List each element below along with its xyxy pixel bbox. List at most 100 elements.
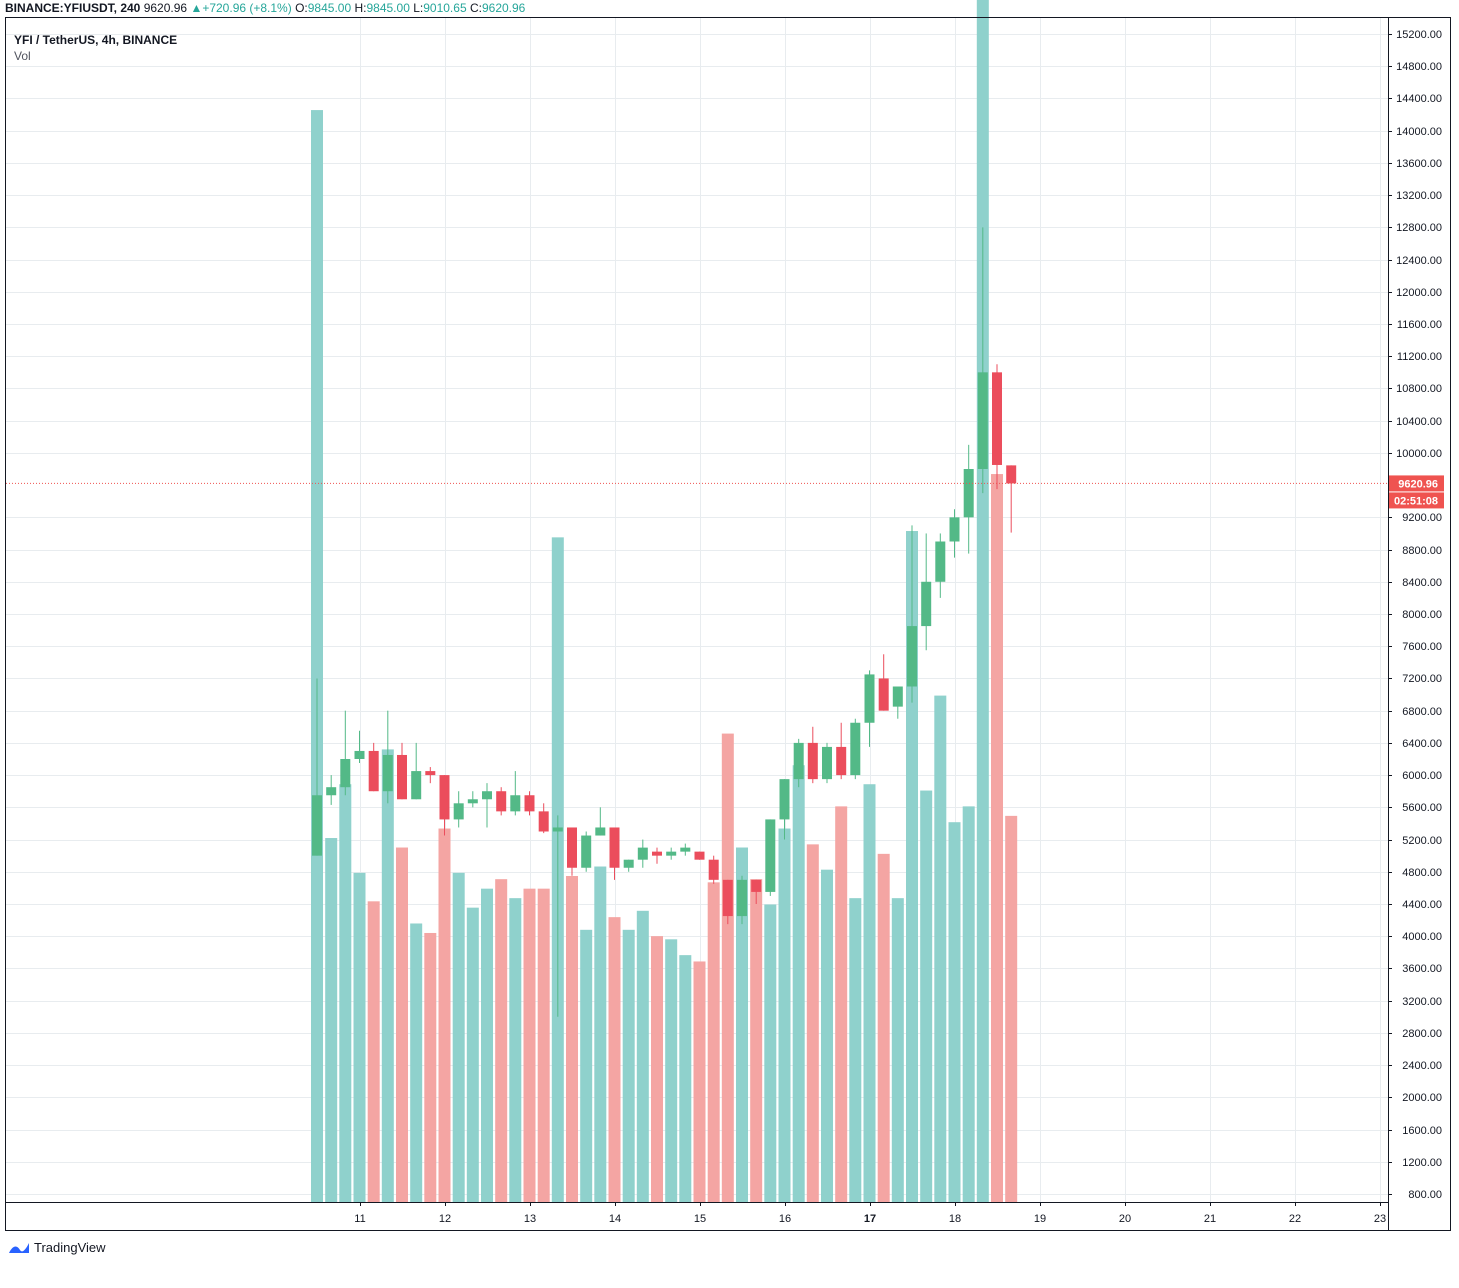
- candle-body: [510, 795, 521, 812]
- price-tick-label: 12000.00: [1396, 287, 1442, 299]
- volume-bar: [566, 876, 578, 1202]
- candle-body: [581, 835, 592, 868]
- candle-body: [411, 771, 422, 800]
- candle-body: [751, 879, 762, 892]
- price-tick-label: 4800.00: [1402, 867, 1442, 879]
- volume-bar: [835, 806, 848, 1202]
- price-axis[interactable]: 800.00 1200.00 1600.00 2000.00 2400.00 2800.0…: [1388, 29, 1442, 1201]
- time-axis[interactable]: 11 12 13 14 15 16 17 18 19 20 21 22 23: [354, 1202, 1386, 1225]
- volume-bar: [991, 474, 1003, 1202]
- price-tick-label: 11200.00: [1397, 351, 1442, 363]
- price-tick-label: 1200.00: [1402, 1157, 1442, 1169]
- time-tick-label: 21: [1204, 1213, 1216, 1225]
- close-label: C:: [469, 1, 482, 15]
- brand-logo[interactable]: TradingView: [8, 1240, 106, 1255]
- candle-body: [340, 759, 351, 788]
- volume-bar: [608, 917, 621, 1202]
- time-tick-label: 14: [609, 1213, 621, 1225]
- volume-bar: [594, 866, 607, 1202]
- volume-bar: [381, 749, 394, 1202]
- price-tick-label: 11600.00: [1397, 319, 1442, 331]
- change-arrow-icon: ▲: [190, 1, 203, 15]
- price-tick-label: 6000.00: [1402, 770, 1442, 782]
- candle: [397, 742, 407, 800]
- price-tick-label: 2000.00: [1402, 1092, 1442, 1104]
- candle-body: [595, 827, 606, 836]
- candle-body: [623, 859, 634, 868]
- candle-body: [637, 847, 648, 860]
- price-tick-label: 800.00: [1408, 1189, 1442, 1201]
- candle: [807, 726, 818, 784]
- candle-body: [850, 722, 861, 776]
- candle: [878, 654, 889, 711]
- volume-bar: [424, 932, 437, 1202]
- chart-legend: YFI / TetherUS, 4h, BINANCE Vol: [14, 32, 177, 64]
- price-tick-label: 7600.00: [1402, 641, 1442, 653]
- candle-body: [779, 779, 790, 820]
- price-tick-label: 3600.00: [1402, 963, 1442, 975]
- candle: [552, 815, 563, 1017]
- countdown-tag-value: 02:51:08: [1394, 495, 1438, 507]
- volume-bar: [736, 847, 748, 1202]
- volume-bar: [452, 872, 465, 1202]
- price-tick-label: 6800.00: [1402, 706, 1442, 718]
- volume-bar: [325, 838, 338, 1202]
- volume-bar: [721, 733, 734, 1202]
- chart-frame: [5, 17, 1451, 1231]
- volume-bar: [877, 853, 890, 1202]
- price-tick-label: 7200.00: [1402, 673, 1442, 685]
- candle-body: [935, 541, 946, 582]
- volume-bar: [821, 869, 833, 1202]
- candle: [793, 738, 804, 788]
- candle: [907, 525, 917, 703]
- candle: [482, 783, 492, 828]
- candle-body: [567, 827, 577, 868]
- candle: [694, 851, 705, 860]
- symbol-name[interactable]: BINANCE:YFIUSDT, 240: [5, 1, 141, 15]
- volume-bar: [481, 888, 493, 1202]
- candle: [439, 775, 450, 836]
- candle-body: [368, 750, 379, 792]
- candle: [609, 827, 620, 880]
- volume-bar: [976, 0, 989, 1203]
- candle: [977, 227, 988, 494]
- candle-body: [992, 372, 1002, 465]
- volume-bar: [509, 898, 522, 1202]
- candle: [637, 839, 648, 868]
- low-value: 9010.65: [423, 1, 467, 15]
- candle-body: [765, 819, 776, 892]
- price-tick-label: 2800.00: [1402, 1028, 1442, 1040]
- symbol-info-bar: BINANCE:YFIUSDT, 240 9620.96 ▲+720.96 (+…: [5, 1, 525, 17]
- time-tick-label: 22: [1289, 1213, 1301, 1225]
- candle-body: [1006, 465, 1017, 484]
- candle: [623, 859, 634, 872]
- last-price-tag: 9620.96 02:51:08: [1389, 475, 1444, 509]
- last-price-tag-bg: [1389, 475, 1444, 492]
- time-tick-label: 15: [694, 1213, 706, 1225]
- series-title[interactable]: YFI / TetherUS, 4h, BINANCE: [14, 33, 178, 47]
- time-tick-label: 11: [354, 1213, 365, 1225]
- candle-body: [793, 742, 804, 780]
- candle-body: [694, 851, 705, 860]
- price-tick-label: 13600.00: [1396, 158, 1442, 170]
- volume-bar: [849, 898, 862, 1202]
- candle: [354, 730, 365, 764]
- candle-body: [737, 879, 747, 917]
- candle: [836, 722, 847, 780]
- candle-body: [312, 795, 322, 856]
- volume-bar: [410, 923, 423, 1202]
- volume-label[interactable]: Vol: [14, 49, 31, 63]
- price-tick-label: 5200.00: [1402, 835, 1442, 847]
- candle: [425, 767, 436, 784]
- time-tick-label: 13: [524, 1213, 536, 1225]
- candle-body: [652, 851, 662, 856]
- candle: [822, 742, 832, 784]
- candle: [312, 678, 322, 856]
- candle-body: [538, 811, 549, 832]
- price-change: +720.96 (+8.1%): [202, 1, 292, 15]
- volume-bar: [537, 888, 550, 1202]
- volume-bar: [764, 904, 777, 1202]
- candle-body: [949, 517, 960, 542]
- candle: [326, 775, 337, 805]
